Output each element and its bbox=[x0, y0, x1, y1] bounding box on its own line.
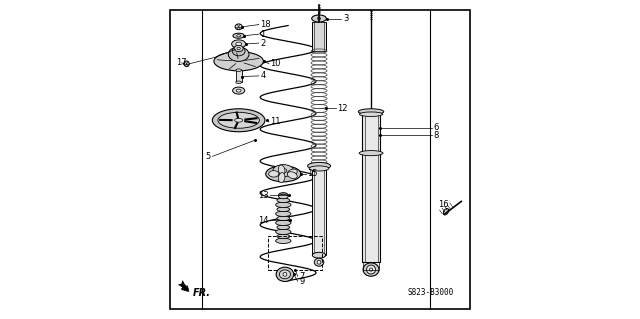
Ellipse shape bbox=[278, 194, 288, 199]
Text: 11: 11 bbox=[271, 117, 281, 126]
Ellipse shape bbox=[308, 162, 330, 169]
Ellipse shape bbox=[360, 112, 383, 116]
Text: 1: 1 bbox=[260, 30, 266, 39]
Ellipse shape bbox=[235, 118, 243, 122]
Text: 4: 4 bbox=[260, 71, 266, 80]
Text: 9: 9 bbox=[300, 277, 305, 286]
Ellipse shape bbox=[282, 194, 285, 196]
Ellipse shape bbox=[283, 272, 287, 276]
Ellipse shape bbox=[280, 168, 287, 173]
Text: 15: 15 bbox=[308, 169, 318, 178]
Ellipse shape bbox=[236, 89, 241, 92]
Ellipse shape bbox=[287, 172, 297, 179]
Ellipse shape bbox=[276, 202, 291, 208]
Ellipse shape bbox=[367, 265, 376, 274]
Text: 6: 6 bbox=[433, 123, 438, 132]
Ellipse shape bbox=[278, 165, 285, 175]
Ellipse shape bbox=[278, 173, 285, 183]
Ellipse shape bbox=[277, 225, 290, 230]
Ellipse shape bbox=[312, 15, 326, 22]
Ellipse shape bbox=[363, 263, 379, 276]
Ellipse shape bbox=[358, 109, 384, 115]
Text: 14: 14 bbox=[258, 216, 268, 225]
Ellipse shape bbox=[232, 40, 246, 48]
Ellipse shape bbox=[317, 18, 321, 20]
Ellipse shape bbox=[233, 33, 244, 38]
Ellipse shape bbox=[369, 268, 372, 271]
Text: FR.: FR. bbox=[193, 288, 211, 298]
Ellipse shape bbox=[234, 45, 243, 52]
Ellipse shape bbox=[277, 198, 290, 203]
Ellipse shape bbox=[277, 234, 290, 239]
Ellipse shape bbox=[277, 207, 290, 211]
Text: 5: 5 bbox=[205, 152, 211, 161]
Text: 8: 8 bbox=[433, 131, 438, 140]
Ellipse shape bbox=[278, 193, 288, 198]
Ellipse shape bbox=[279, 270, 291, 279]
Ellipse shape bbox=[276, 211, 291, 217]
Text: 13: 13 bbox=[258, 191, 268, 200]
Ellipse shape bbox=[277, 216, 290, 220]
Bar bbox=[268, 236, 322, 270]
Ellipse shape bbox=[269, 171, 279, 177]
Ellipse shape bbox=[276, 238, 291, 243]
Ellipse shape bbox=[314, 258, 324, 266]
Ellipse shape bbox=[236, 69, 241, 71]
Bar bbox=[312, 22, 326, 51]
Ellipse shape bbox=[237, 47, 240, 50]
Text: 12: 12 bbox=[337, 104, 348, 113]
Ellipse shape bbox=[236, 42, 241, 46]
Ellipse shape bbox=[232, 46, 245, 56]
Text: 7: 7 bbox=[300, 272, 305, 281]
Ellipse shape bbox=[232, 87, 244, 94]
Bar bbox=[236, 70, 241, 82]
Ellipse shape bbox=[214, 52, 264, 71]
Text: 17: 17 bbox=[177, 58, 187, 67]
Ellipse shape bbox=[312, 252, 326, 258]
Text: 18: 18 bbox=[260, 20, 271, 29]
Ellipse shape bbox=[287, 169, 297, 176]
Ellipse shape bbox=[276, 267, 294, 281]
Ellipse shape bbox=[218, 112, 259, 128]
Ellipse shape bbox=[235, 24, 242, 30]
Bar bbox=[363, 262, 379, 270]
Text: 3: 3 bbox=[343, 14, 348, 23]
Ellipse shape bbox=[309, 166, 329, 171]
Text: 2: 2 bbox=[260, 39, 266, 48]
Ellipse shape bbox=[273, 165, 294, 177]
Ellipse shape bbox=[228, 47, 249, 62]
Text: 10: 10 bbox=[271, 59, 281, 68]
Ellipse shape bbox=[359, 151, 383, 156]
Ellipse shape bbox=[276, 220, 291, 226]
Ellipse shape bbox=[236, 81, 241, 84]
Ellipse shape bbox=[212, 109, 265, 132]
Bar bbox=[312, 166, 326, 255]
Bar bbox=[314, 22, 324, 51]
Ellipse shape bbox=[237, 34, 241, 37]
Text: 16: 16 bbox=[438, 200, 449, 209]
Ellipse shape bbox=[444, 209, 449, 215]
Ellipse shape bbox=[276, 229, 291, 234]
Ellipse shape bbox=[317, 260, 321, 264]
Ellipse shape bbox=[266, 166, 301, 182]
Ellipse shape bbox=[184, 61, 189, 67]
Text: S823-B3000: S823-B3000 bbox=[408, 288, 454, 297]
Bar bbox=[362, 112, 380, 262]
